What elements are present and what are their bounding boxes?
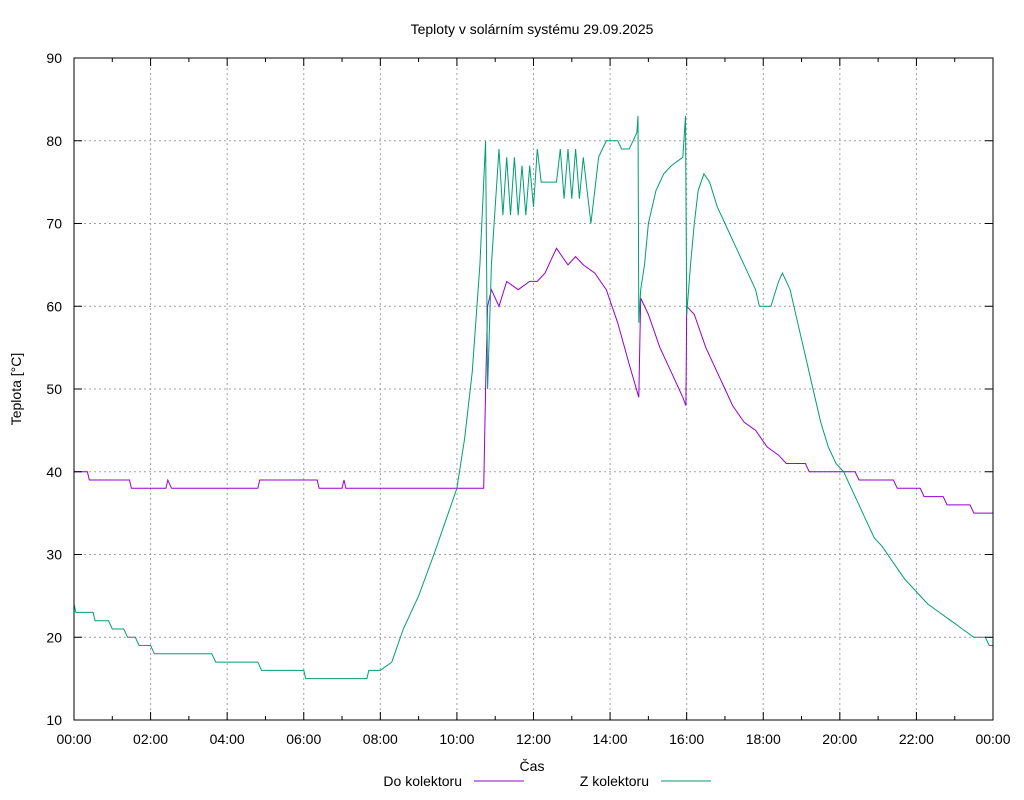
legend-label-do-kolektoru: Do kolektoru [383,773,462,789]
y-axis-label: Teplota [°C] [8,353,24,426]
y-tick-label: 10 [46,712,62,728]
chart-title: Teploty v solárním systému 29.09.2025 [411,21,654,37]
x-tick-label: 00:00 [975,731,1010,747]
y-tick-label: 40 [46,464,62,480]
ticks: 00:00 02:00 04:00 06:00 08:00 10:00 12:00 14:00… [46,50,1010,747]
series-line-do-kolektoru [74,247,993,514]
x-axis-label: Čas [520,758,545,774]
y-tick-label: 60 [46,298,62,314]
x-tick-label: 22:00 [899,731,934,747]
x-tick-label: 20:00 [822,731,857,747]
x-tick-label: 02:00 [133,731,168,747]
series-line-z-kolektoru [73,115,993,680]
x-tick-label: 08:00 [363,731,398,747]
x-tick-label: 12:00 [516,731,551,747]
x-tick-label: 16:00 [669,731,704,747]
x-tick-label: 00:00 [56,731,91,747]
y-tick-label: 30 [46,547,62,563]
y-tick-label: 90 [46,50,62,66]
x-tick-label: 14:00 [593,731,628,747]
y-tick-label: 20 [46,629,62,645]
legend: Do kolektoru Z kolektoru [383,773,711,789]
series-layer [73,115,993,680]
x-tick-label: 10:00 [439,731,474,747]
x-tick-label: 06:00 [286,731,321,747]
x-tick-label: 18:00 [746,731,781,747]
y-tick-label: 80 [46,133,62,149]
x-tick-label: 04:00 [210,731,245,747]
legend-label-z-kolektoru: Z kolektoru [580,773,649,789]
y-tick-label: 70 [46,216,62,232]
y-tick-label: 50 [46,381,62,397]
